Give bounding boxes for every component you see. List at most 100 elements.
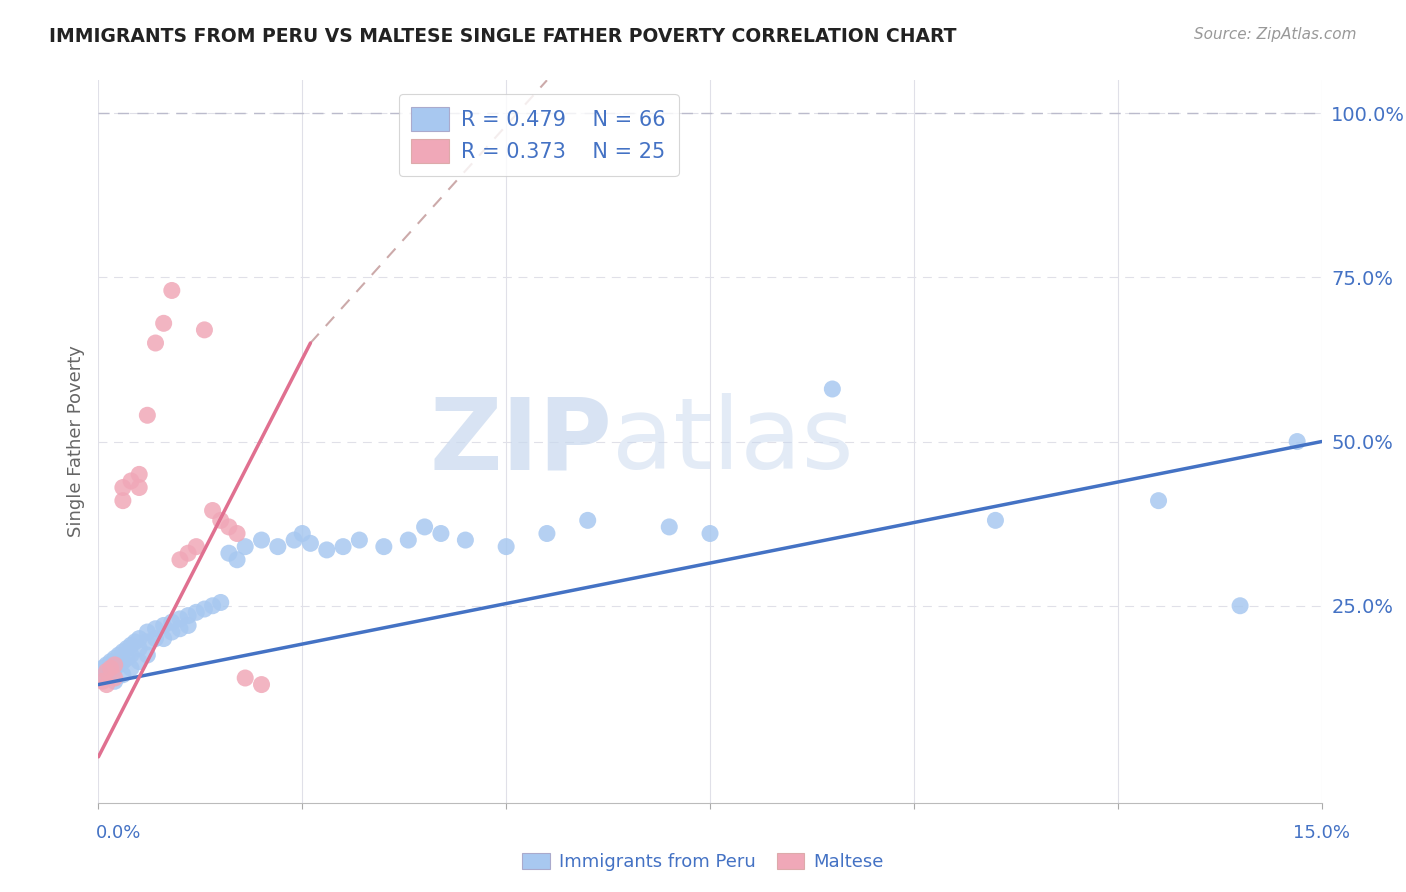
Point	[96, 665, 118, 679]
Point	[100, 661, 122, 675]
Point	[152, 632, 174, 646]
Point	[104, 661, 127, 675]
Text: 0.0%: 0.0%	[96, 824, 141, 842]
Point	[100, 655, 122, 669]
Text: IMMIGRANTS FROM PERU VS MALTESE SINGLE FATHER POVERTY CORRELATION CHART: IMMIGRANTS FROM PERU VS MALTESE SINGLE F…	[49, 27, 956, 45]
Point	[108, 657, 131, 672]
Point	[145, 622, 167, 636]
Point	[104, 657, 127, 672]
Point	[177, 546, 200, 560]
Point	[128, 641, 150, 656]
Point	[160, 625, 183, 640]
Point	[152, 618, 174, 632]
Point	[495, 540, 517, 554]
Point	[536, 526, 558, 541]
Point	[96, 677, 118, 691]
Point	[128, 632, 150, 646]
Point	[250, 677, 273, 691]
Point	[299, 536, 322, 550]
Point	[152, 316, 174, 330]
Point	[250, 533, 273, 547]
Point	[226, 526, 249, 541]
Point	[396, 533, 419, 547]
Point	[120, 638, 142, 652]
Point	[96, 657, 118, 672]
Text: ZIP: ZIP	[429, 393, 612, 490]
Point	[699, 526, 721, 541]
Point	[1229, 599, 1251, 613]
Legend: Immigrants from Peru, Maltese: Immigrants from Peru, Maltese	[515, 846, 891, 879]
Point	[169, 553, 191, 567]
Point	[209, 513, 232, 527]
Point	[104, 671, 127, 685]
Point	[128, 467, 150, 482]
Point	[115, 641, 138, 656]
Legend: R = 0.479    N = 66, R = 0.373    N = 25: R = 0.479 N = 66, R = 0.373 N = 25	[399, 95, 679, 176]
Point	[136, 648, 159, 662]
Point	[413, 520, 436, 534]
Point	[96, 671, 118, 685]
Point	[91, 661, 114, 675]
Point	[120, 648, 142, 662]
Text: 15.0%: 15.0%	[1292, 824, 1350, 842]
Point	[218, 520, 240, 534]
Point	[332, 540, 354, 554]
Point	[658, 520, 681, 534]
Point	[111, 667, 134, 681]
Point	[108, 648, 131, 662]
Point	[128, 481, 150, 495]
Point	[201, 599, 224, 613]
Point	[576, 513, 599, 527]
Point	[115, 651, 138, 665]
Point	[169, 612, 191, 626]
Point	[136, 625, 159, 640]
Point	[209, 595, 232, 609]
Point	[186, 605, 208, 619]
Point	[104, 674, 127, 689]
Point	[226, 553, 249, 567]
Point	[160, 615, 183, 630]
Point	[193, 323, 215, 337]
Point	[233, 540, 256, 554]
Point	[267, 540, 290, 554]
Point	[349, 533, 371, 547]
Point	[169, 622, 191, 636]
Point	[1147, 493, 1170, 508]
Point	[160, 284, 183, 298]
Point	[291, 526, 314, 541]
Point	[177, 618, 200, 632]
Point	[136, 409, 159, 423]
Point	[177, 608, 200, 623]
Point	[1286, 434, 1309, 449]
Point	[145, 632, 167, 646]
Point	[111, 493, 134, 508]
Point	[120, 661, 142, 675]
Point	[201, 503, 224, 517]
Point	[111, 481, 134, 495]
Text: atlas: atlas	[612, 393, 853, 490]
Point	[91, 674, 114, 689]
Point	[186, 540, 208, 554]
Point	[145, 336, 167, 351]
Point	[111, 645, 134, 659]
Point	[233, 671, 256, 685]
Point	[120, 474, 142, 488]
Point	[218, 546, 240, 560]
Point	[94, 667, 117, 681]
Point	[100, 665, 122, 679]
Point	[111, 655, 134, 669]
Point	[373, 540, 395, 554]
Point	[136, 635, 159, 649]
Point	[315, 542, 337, 557]
Text: Source: ZipAtlas.com: Source: ZipAtlas.com	[1194, 27, 1357, 42]
Y-axis label: Single Father Poverty: Single Father Poverty	[66, 345, 84, 538]
Point	[128, 655, 150, 669]
Point	[821, 382, 844, 396]
Point	[124, 635, 146, 649]
Point	[454, 533, 477, 547]
Point	[193, 602, 215, 616]
Point	[430, 526, 453, 541]
Point	[984, 513, 1007, 527]
Point	[283, 533, 305, 547]
Point	[104, 651, 127, 665]
